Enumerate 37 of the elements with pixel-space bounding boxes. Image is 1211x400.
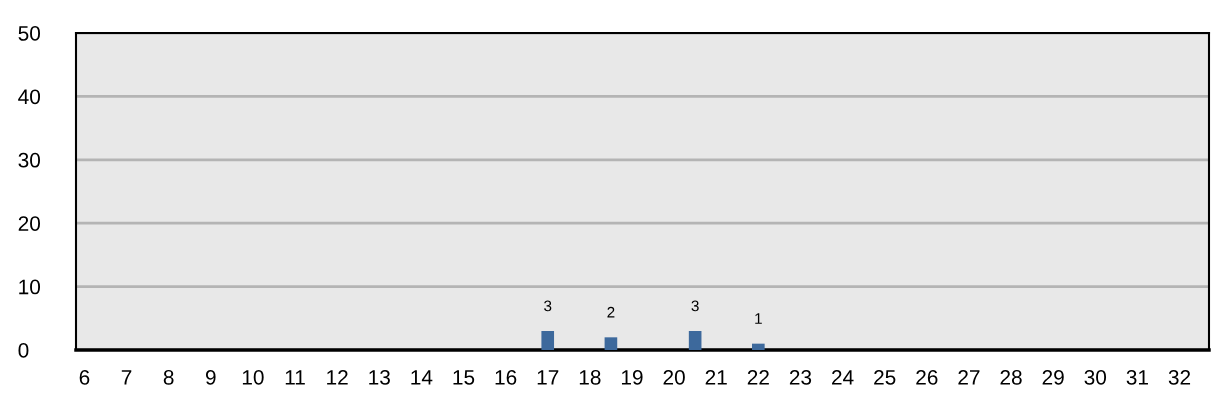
x-tick-label: 18 [579, 369, 601, 385]
x-tick-label: 22 [747, 369, 769, 385]
x-tick-label: 7 [121, 370, 132, 385]
x-tick-label: 30 [1084, 369, 1107, 385]
x-tick-label: 11 [285, 370, 305, 385]
y-tick-label: 40 [18, 89, 41, 105]
x-tick-label: 25 [874, 369, 896, 385]
data-label: 2 [607, 306, 615, 318]
x-tick-label: 29 [1042, 369, 1064, 385]
x-tick-label: 23 [789, 369, 812, 385]
x-tick-label: 14 [411, 370, 433, 385]
x-tick-label: 32 [1168, 369, 1191, 385]
x-tick-label: 26 [916, 369, 938, 385]
y-tick-label: 0 [18, 343, 29, 358]
x-tick-label: 12 [327, 369, 348, 385]
x-tick-label: 6 [79, 369, 90, 385]
x-tick-label: 9 [205, 369, 216, 385]
x-tick-label: 20 [663, 369, 685, 385]
x-tick-label: 15 [453, 370, 475, 385]
x-tick-label: 21 [705, 369, 727, 385]
x-tick-label: 13 [369, 369, 390, 385]
x-tick-label: 28 [1000, 369, 1022, 385]
x-tick-label: 24 [832, 369, 854, 385]
x-tick-label: 17 [537, 370, 559, 385]
x-tick-label: 19 [621, 369, 643, 385]
x-tick-label: 8 [163, 369, 174, 385]
y-tick-label: 50 [18, 26, 41, 41]
x-tick-label: 31 [1126, 369, 1148, 385]
data-label: 1 [755, 313, 762, 324]
y-tick-label: 30 [18, 152, 41, 168]
x-tick-label: 16 [495, 369, 517, 385]
y-tick-label: 20 [18, 216, 41, 231]
data-label: 3 [691, 300, 699, 312]
data-label: 3 [544, 300, 552, 312]
x-tick-label: 27 [958, 369, 980, 385]
x-tick-label: 10 [242, 369, 264, 385]
y-tick-label: 10 [19, 279, 41, 295]
